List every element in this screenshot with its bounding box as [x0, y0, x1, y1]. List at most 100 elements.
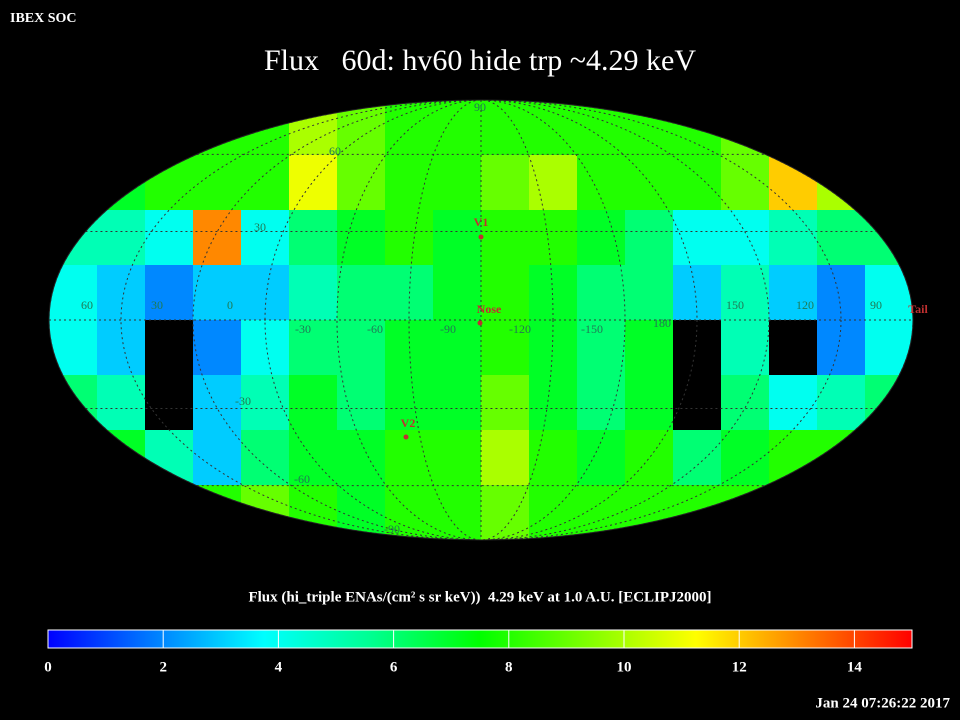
flux-cell	[865, 100, 913, 156]
flux-cell	[385, 210, 434, 266]
longitude-label: 0	[227, 298, 233, 312]
flux-cell	[529, 375, 578, 431]
flux-cell	[529, 320, 578, 376]
longitude-label: -120	[509, 322, 531, 336]
map-outline	[48, 99, 914, 541]
marker-dot	[477, 320, 483, 326]
flux-cell	[289, 210, 338, 266]
flux-cell	[721, 210, 770, 266]
flux-cell	[721, 155, 770, 211]
flux-cell	[433, 485, 482, 540]
longitude-label: 30	[151, 298, 163, 312]
colorbar-label: Flux (hi_triple ENAs/(cm² s sr keV)) 4.2…	[248, 589, 711, 605]
flux-cell	[817, 155, 866, 211]
flux-cell	[817, 210, 866, 266]
graticule	[49, 100, 913, 540]
flux-cell	[481, 320, 530, 376]
flux-cell	[49, 155, 98, 211]
marker-label: Nose	[477, 302, 502, 316]
flux-cell	[97, 375, 146, 431]
flux-cell	[817, 265, 866, 321]
longitude-label: -90	[440, 322, 456, 336]
no-data-cell	[673, 320, 722, 376]
latitude-label: -60	[294, 472, 310, 486]
map-labels: 60 30 0 -30 -60 -90 -120 -150 180 150 120 90 90 60 30 -…	[81, 100, 928, 536]
flux-cell	[241, 485, 290, 540]
latitude-label: -90	[384, 522, 400, 536]
flux-cell	[337, 485, 386, 540]
flux-cell	[385, 155, 434, 211]
flux-cell	[673, 155, 722, 211]
flux-cell	[577, 265, 626, 321]
flux-cell	[529, 155, 578, 211]
colorbar: 0 2 4 6 8 10 12 14	[44, 629, 913, 675]
no-data-cell	[673, 375, 722, 431]
flux-cell	[385, 375, 434, 431]
colorbar-tick-label: 12	[732, 659, 747, 675]
latitude-label: 60	[329, 144, 341, 158]
flux-cell	[481, 430, 530, 486]
flux-cell	[721, 265, 770, 321]
meridian	[408, 100, 554, 540]
flux-cell	[481, 265, 530, 321]
flux-cell	[97, 320, 146, 376]
flux-cell	[193, 375, 242, 431]
colorbar-tick-label: 2	[159, 659, 167, 675]
flux-cell	[97, 100, 146, 156]
flux-cell	[577, 375, 626, 431]
longitude-label: 90	[870, 298, 882, 312]
colorbar-tick-label: 6	[390, 659, 398, 675]
flux-cell	[481, 155, 530, 211]
flux-cell	[241, 100, 290, 156]
flux-cell	[193, 430, 242, 486]
flux-cell	[481, 210, 530, 266]
flux-cell	[241, 375, 290, 431]
longitude-label: 180	[653, 316, 671, 330]
flux-cell	[625, 320, 674, 376]
flux-cell	[865, 210, 913, 266]
latitude-label: 90	[474, 100, 486, 114]
longitude-label: -60	[367, 322, 383, 336]
longitude-label: 60	[81, 298, 93, 312]
flux-cell	[769, 485, 818, 540]
flux-cell	[193, 485, 242, 540]
longitude-label: 150	[726, 298, 744, 312]
flux-cell	[625, 485, 674, 540]
marker-label: V2	[401, 416, 416, 430]
flux-cell	[433, 320, 482, 376]
colorbar-tick-label: 0	[44, 659, 52, 675]
flux-cell	[433, 100, 482, 156]
no-data-cell	[145, 320, 194, 376]
meridian	[264, 100, 698, 540]
timestamp: Jan 24 07:26:22 2017	[815, 695, 950, 711]
flux-cell	[49, 210, 98, 266]
flux-cell	[337, 320, 386, 376]
flux-cell	[529, 210, 578, 266]
flux-cell	[145, 210, 194, 266]
flux-cell	[625, 210, 674, 266]
flux-cell	[433, 265, 482, 321]
flux-cell	[145, 430, 194, 486]
flux-cell	[97, 265, 146, 321]
flux-cell	[577, 430, 626, 486]
flux-cell	[289, 375, 338, 431]
flux-cell	[97, 430, 146, 486]
flux-cell	[529, 430, 578, 486]
colorbar-tick-label: 10	[617, 659, 632, 675]
flux-cell	[289, 265, 338, 321]
no-data-cell	[145, 375, 194, 431]
latitude-label: -30	[235, 394, 251, 408]
flux-cell	[625, 430, 674, 486]
source: IBEX SOC	[10, 11, 77, 26]
flux-cell	[193, 210, 242, 266]
flux-cell	[577, 155, 626, 211]
flux-cell	[49, 375, 98, 431]
flux-cell	[145, 155, 194, 211]
marker-label: V1	[474, 215, 489, 229]
flux-cell	[97, 485, 146, 540]
flux-cell	[529, 100, 578, 156]
colorbar-scale	[47, 629, 913, 649]
flux-cell	[529, 265, 578, 321]
